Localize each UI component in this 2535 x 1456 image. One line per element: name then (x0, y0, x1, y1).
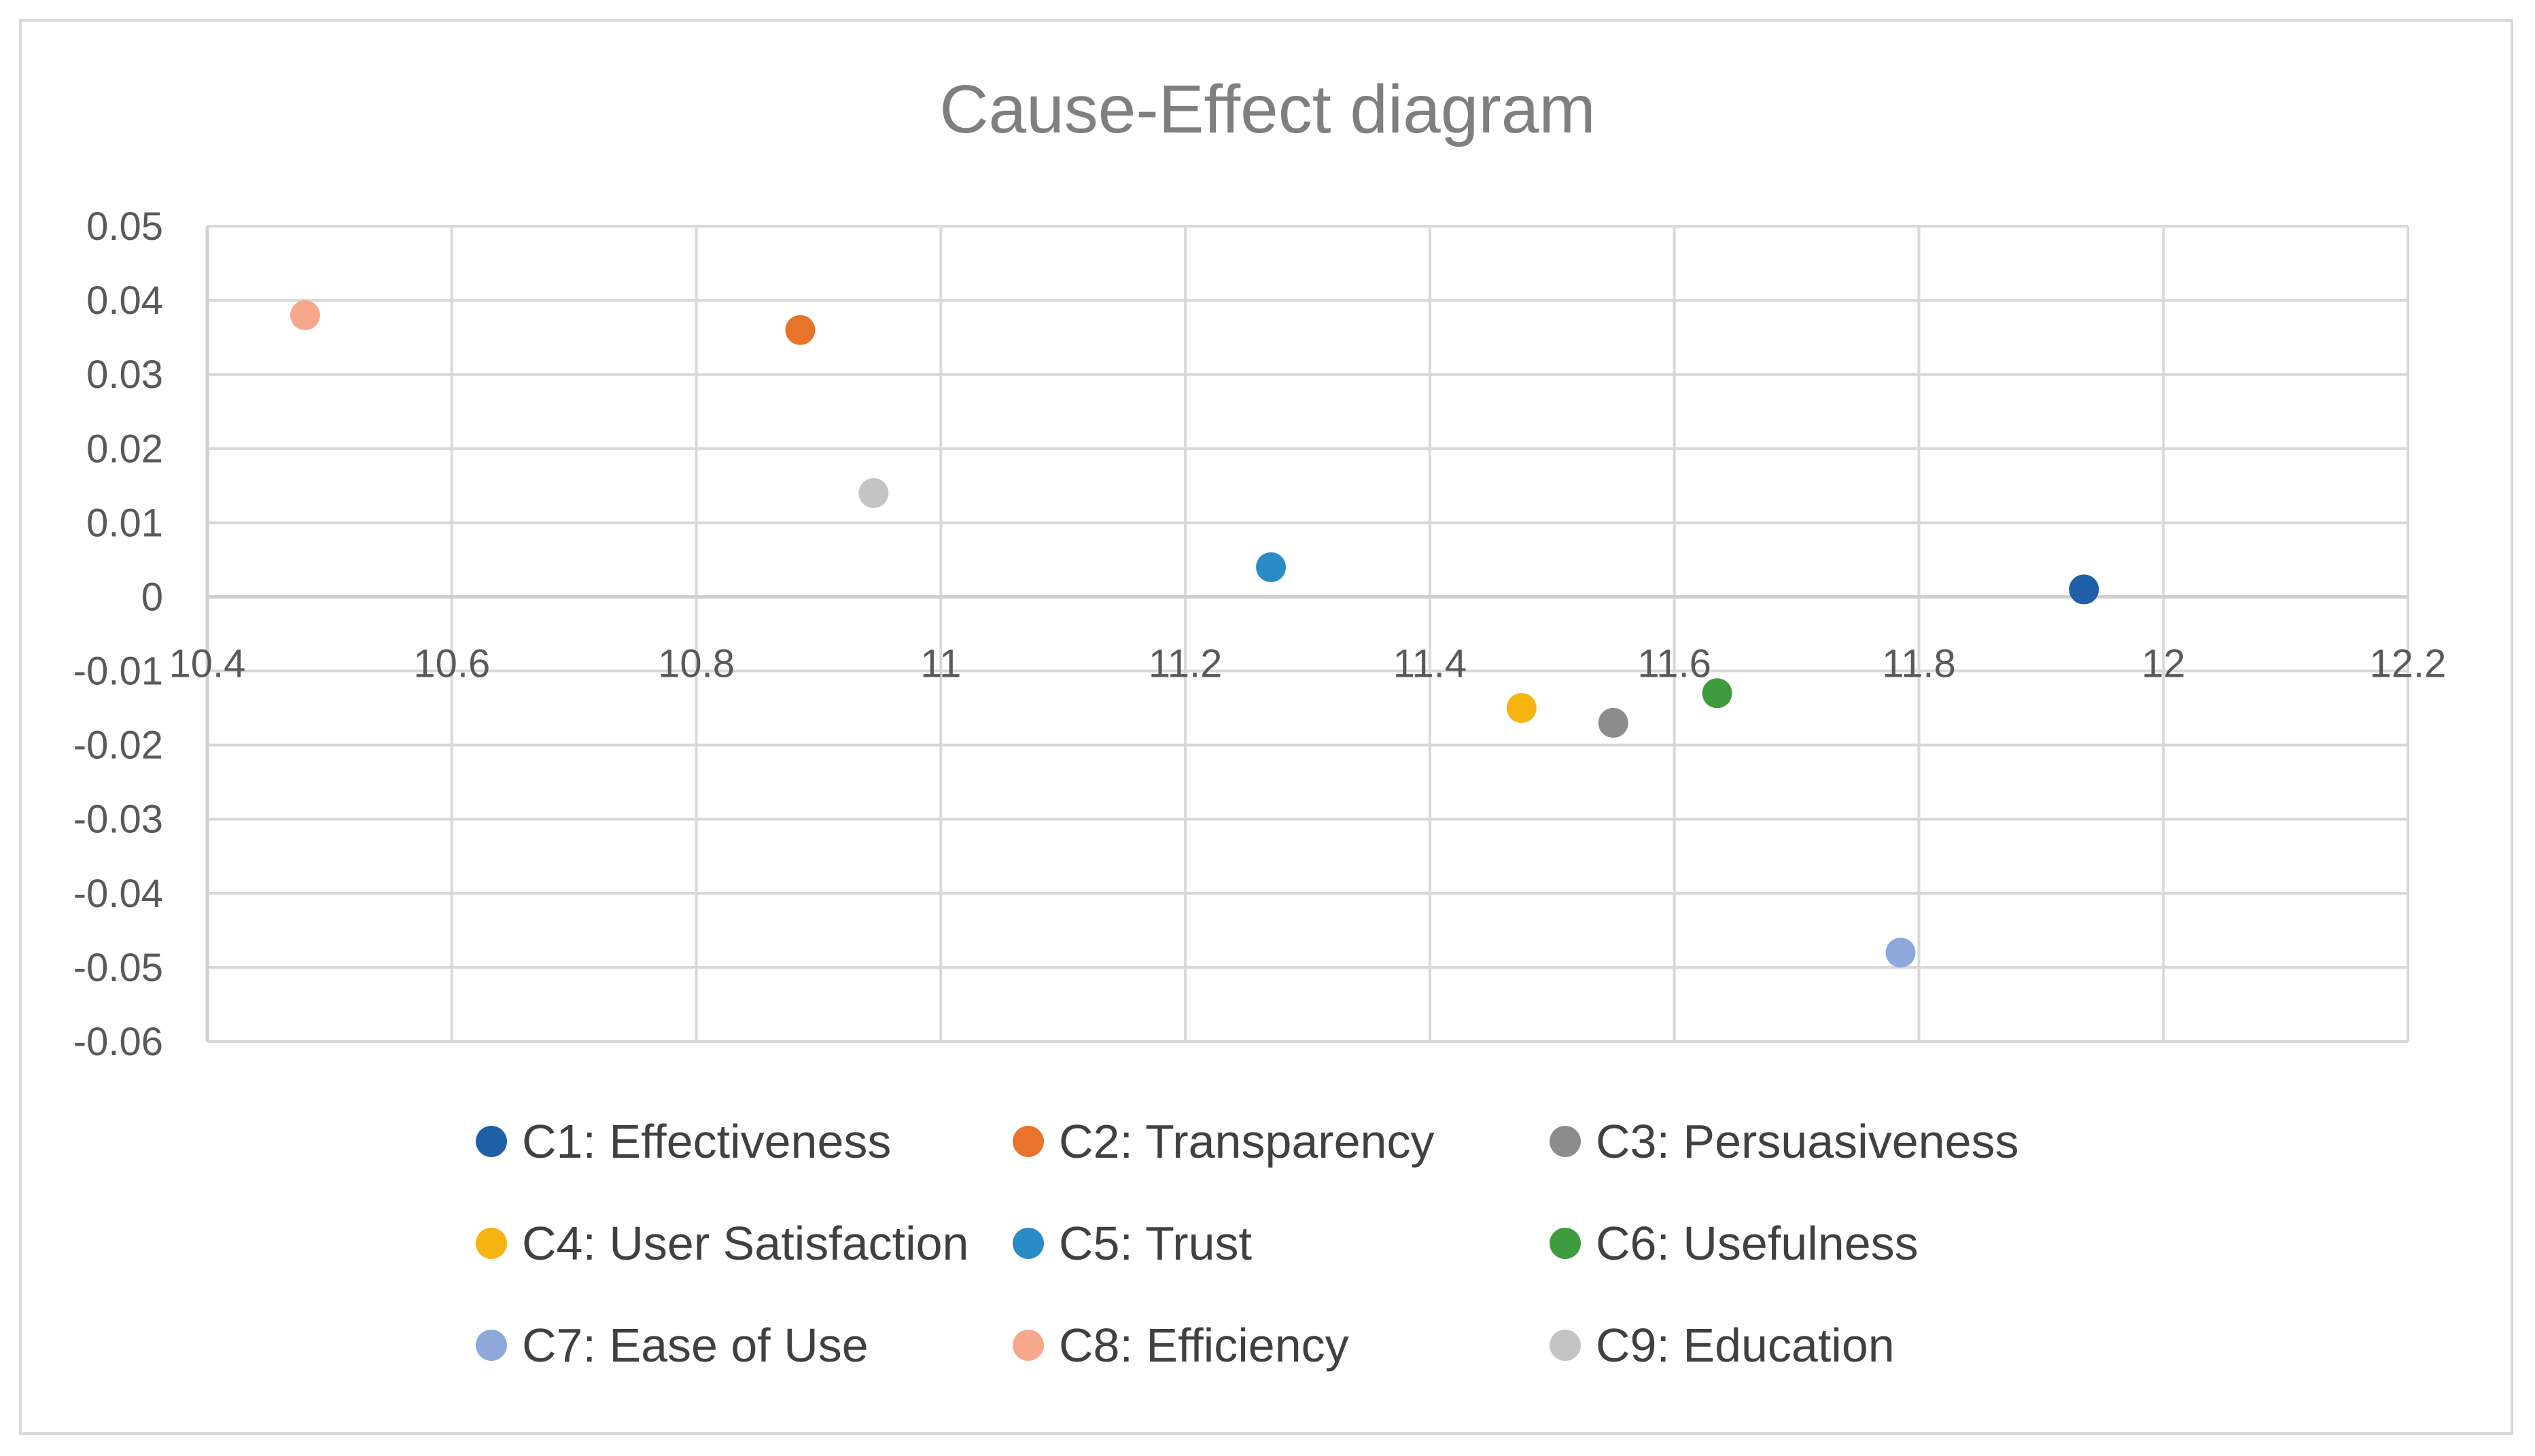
legend-item-c9: C9: Education (1550, 1318, 1895, 1372)
axes (205, 226, 2408, 1042)
x-tick-label: 11.4 (1393, 641, 1467, 686)
data-point-c9 (858, 478, 889, 508)
legend-swatch (1550, 1330, 1581, 1361)
legend-swatch (476, 1126, 507, 1157)
y-tick-label: -0.04 (73, 872, 163, 916)
legend-item-c3: C3: Persuasiveness (1550, 1114, 2019, 1169)
legend-swatch (476, 1330, 507, 1361)
x-tick-label: 10.8 (658, 641, 735, 686)
x-tick-label: 11 (920, 641, 961, 686)
x-tick-label: 11.6 (1637, 641, 1711, 686)
y-tick-label: 0 (141, 575, 163, 619)
legend-item-c1: C1: Effectiveness (476, 1114, 891, 1169)
data-point-c8 (290, 300, 320, 330)
data-point-c5 (1256, 552, 1287, 582)
legend-item-c6: C6: Usefulness (1550, 1216, 1919, 1271)
data-point-c4 (1506, 693, 1537, 724)
legend-swatch (1550, 1228, 1581, 1259)
data-point-c6 (1702, 678, 1732, 709)
x-tick-label: 12.2 (2370, 641, 2447, 686)
legend-label: C5: Trust (1059, 1217, 1252, 1270)
y-tick-label: -0.03 (73, 798, 163, 842)
y-tick-label: 0.01 (86, 501, 163, 545)
y-tick-label: -0.06 (73, 1020, 163, 1064)
legend-swatch (1013, 1126, 1044, 1157)
legend-label: C4: User Satisfaction (522, 1217, 969, 1270)
legend-label: C9: Education (1596, 1319, 1895, 1372)
data-point-c7 (1885, 938, 1916, 968)
legend-item-c5: C5: Trust (1013, 1216, 1252, 1271)
y-tick-label: -0.01 (73, 650, 163, 694)
grid (206, 225, 2409, 1043)
legend-label: C3: Persuasiveness (1596, 1115, 2019, 1168)
legend-label: C8: Efficiency (1059, 1319, 1349, 1372)
data-point-c3 (1598, 707, 1628, 738)
y-tick-label: -0.05 (73, 946, 163, 990)
legend-label: C7: Ease of Use (522, 1319, 869, 1372)
chart-title: Cause-Effect diagram (939, 71, 1595, 147)
legend-swatch (1550, 1126, 1581, 1157)
data-point-c1 (2069, 574, 2099, 605)
x-tick-label: 10.4 (169, 641, 246, 686)
legend-label: C1: Effectiveness (522, 1115, 892, 1168)
x-tick-label: 10.6 (413, 641, 490, 686)
legend-swatch (1013, 1330, 1044, 1361)
legend-label: C2: Transparency (1059, 1115, 1435, 1168)
x-tick-label: 12 (2141, 641, 2186, 686)
legend-item-c4: C4: User Satisfaction (476, 1216, 968, 1271)
x-tick-label: 11.8 (1882, 641, 1956, 686)
legend-item-c8: C8: Efficiency (1013, 1318, 1349, 1372)
y-tick-label: 0.03 (86, 353, 163, 397)
chart-frame (19, 19, 2513, 1435)
legend-item-c7: C7: Ease of Use (476, 1318, 869, 1372)
data-points (290, 300, 2099, 968)
y-tick-label: -0.02 (73, 724, 163, 768)
legend-swatch (476, 1228, 507, 1259)
y-tick-label: 0.05 (86, 205, 163, 249)
y-tick-label: 0.04 (86, 279, 163, 323)
tick-labels: 0.05 0.04 0.03 0.02 0.01 0 -0.01 -0.02 -0.03 -0.0… (73, 205, 2447, 1064)
y-tick-label: 0.02 (86, 427, 163, 471)
legend-label: C6: Usefulness (1596, 1217, 1919, 1270)
data-point-c2 (785, 315, 816, 345)
legend-item-c2: C2: Transparency (1013, 1114, 1434, 1169)
legend-swatch (1013, 1228, 1044, 1259)
x-tick-label: 11.2 (1149, 641, 1223, 686)
